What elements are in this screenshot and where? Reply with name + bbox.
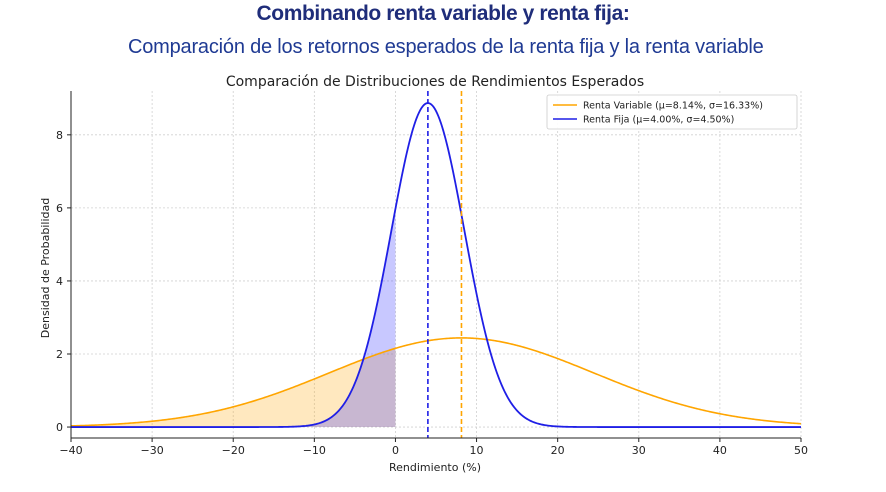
series-line (71, 102, 801, 428)
x-tick-label: −20 (222, 444, 245, 457)
y-tick-label: 4 (56, 275, 63, 288)
y-axis-title: Densidad de Probabilidad (39, 198, 52, 338)
chart-legend: Renta Variable (μ=8.14%, σ=16.33%) Renta … (546, 94, 798, 130)
legend-label: Renta Variable (μ=8.14%, σ=16.33%) (583, 101, 763, 112)
series-fill-area (71, 348, 396, 428)
chart-fills (71, 208, 396, 428)
y-tick-label: 2 (56, 348, 63, 361)
x-tick-label: 50 (794, 444, 808, 457)
x-tick-label: −40 (59, 444, 82, 457)
y-tick-label: 6 (56, 202, 63, 215)
x-tick-label: 20 (551, 444, 565, 457)
y-tick-label: 8 (56, 129, 63, 142)
x-tick-label: −10 (303, 444, 326, 457)
x-tick-label: 0 (392, 444, 399, 457)
chart-lines (70, 91, 802, 438)
slide-subtitle: Comparación de los retornos esperados de… (128, 36, 764, 58)
legend-label: Renta Fija (μ=4.00%, σ=4.50%) (583, 115, 734, 126)
x-tick-label: −30 (141, 444, 164, 457)
chart-title: Comparación de Distribuciones de Rendimi… (226, 74, 644, 90)
chart-axes: −40 −30 −20 −10 0 10 20 30 40 50 0 2 4 6 8 (56, 91, 808, 457)
series-fill-area (71, 208, 396, 428)
legend-box (546, 94, 798, 130)
y-tick-label: 0 (56, 421, 63, 434)
series-line (70, 337, 802, 427)
x-axis-title: Rendimiento (%) (389, 461, 481, 474)
x-tick-label: 10 (470, 444, 484, 457)
chart-grid (70, 91, 802, 438)
x-tick-label: 30 (632, 444, 646, 457)
x-tick-label: 40 (713, 444, 727, 457)
slide-title: Combinando renta variable y renta fija: (256, 2, 630, 25)
